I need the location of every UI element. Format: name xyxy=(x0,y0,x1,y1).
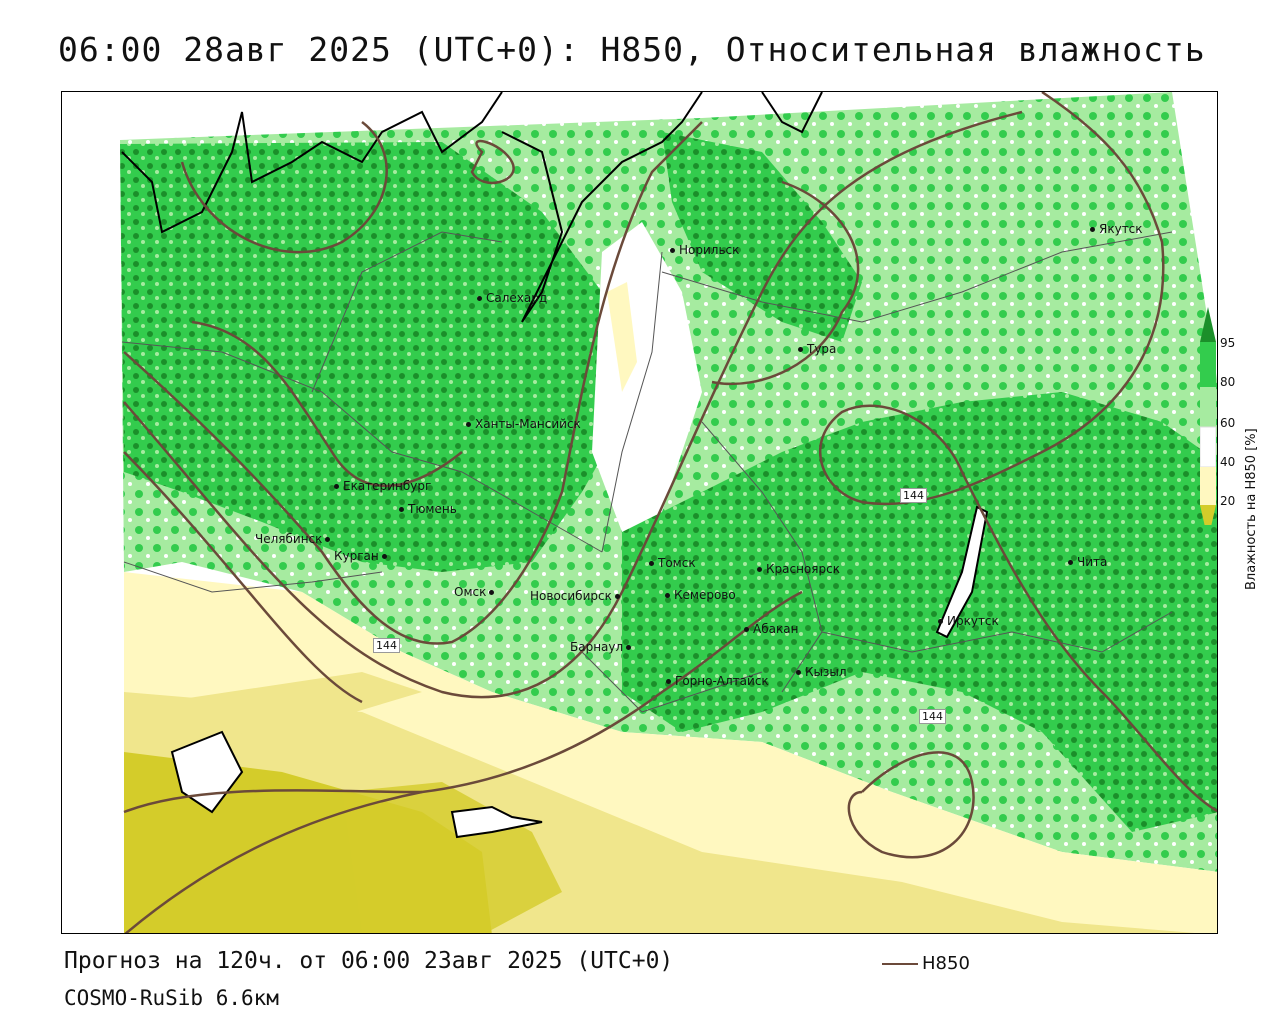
city-abakan: Абакан xyxy=(744,622,798,636)
legend-tick-60: 60 xyxy=(1220,416,1236,430)
city-yekaterinburg: Екатеринбург xyxy=(334,479,431,493)
map-title: 06:00 28авг 2025 (UTC+0): H850, Относите… xyxy=(58,30,1206,69)
contour-legend: H850 xyxy=(882,953,970,974)
humidity-legend: 95 80 60 40 20 xyxy=(1200,300,1280,560)
city-tura: Тура xyxy=(798,342,836,356)
legend-tick-80: 80 xyxy=(1220,375,1236,389)
city-yakutsk: Якутск xyxy=(1090,222,1143,236)
city-irkutsk: Иркутск xyxy=(938,614,999,628)
zone-west-humid xyxy=(120,142,622,572)
legend-title: Влажность на H850 [%] xyxy=(1244,428,1259,590)
contour-swatch-icon xyxy=(882,963,918,965)
h850-contours xyxy=(123,92,1217,933)
legend-tick-20: 20 xyxy=(1220,494,1236,508)
city-khanty-mansiysk: Ханты-Мансийск xyxy=(466,417,581,431)
legend-tick-95: 95 xyxy=(1220,336,1236,350)
balkhash xyxy=(450,805,543,839)
humidity-field xyxy=(120,92,1217,933)
city-barnaul: Барнаул xyxy=(570,640,635,654)
city-chelyabinsk: Челябинск xyxy=(255,532,334,546)
contour-label: 144 xyxy=(919,709,946,724)
lake-baikal xyxy=(935,505,989,639)
city-kyzyl: Кызыл xyxy=(796,665,847,679)
zone-north-humid xyxy=(662,132,862,342)
coastline xyxy=(121,92,503,234)
legend-colorbar xyxy=(1200,307,1216,525)
city-omsk: Омск xyxy=(454,585,498,599)
city-krasnoyarsk: Красноярск xyxy=(757,562,840,576)
legend-tick-40: 40 xyxy=(1220,455,1236,469)
region-borders xyxy=(121,231,1173,713)
forecast-info: Прогноз на 120ч. от 06:00 23авг 2025 (UT… xyxy=(64,948,674,974)
city-salekhard: Салехард xyxy=(477,291,547,305)
city-tyumen: Тюмень xyxy=(399,502,457,516)
city-chita: Чита xyxy=(1068,555,1107,569)
contour-label: 144 xyxy=(373,638,400,653)
zone-east-humid xyxy=(622,392,1217,832)
city-kurgan: Курган xyxy=(334,549,391,563)
city-norilsk: Норильск xyxy=(670,243,739,257)
city-novosibirsk: Новосибирск xyxy=(530,589,624,603)
model-name: COSMO-RuSib 6.6км xyxy=(64,986,279,1010)
contour-legend-label: H850 xyxy=(922,953,970,974)
city-tomsk: Томск xyxy=(649,556,696,570)
city-gorno-altaysk: Горно-Алтайск xyxy=(666,674,769,688)
forecast-map: Салехард Норильск Якутск Тура Ханты-Манс… xyxy=(61,91,1218,934)
city-kemerovo: Кемерово xyxy=(665,588,736,602)
contour-label: 144 xyxy=(900,488,927,503)
